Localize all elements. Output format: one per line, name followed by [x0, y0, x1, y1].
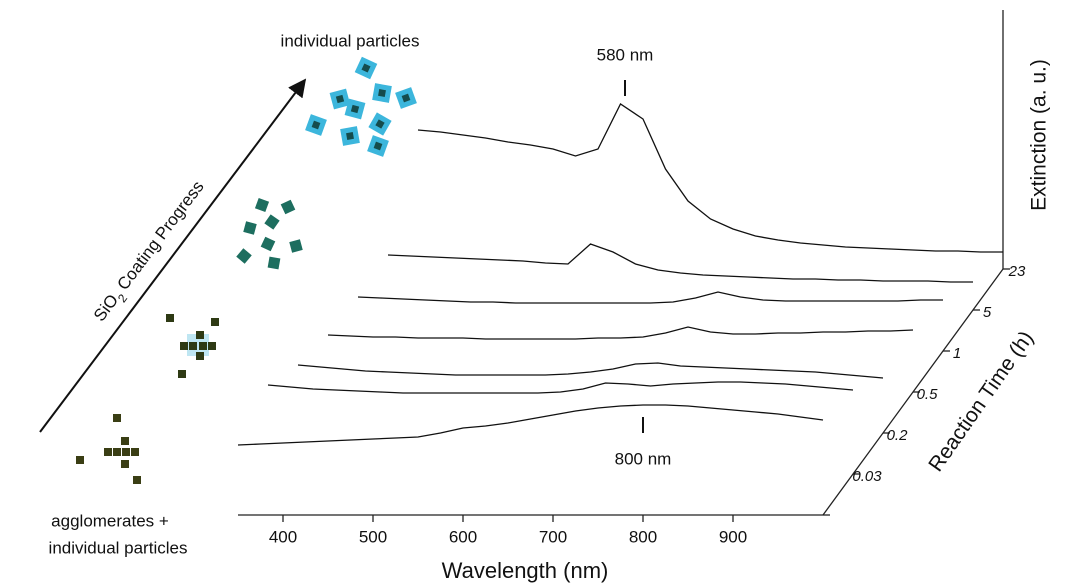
particle-shell — [113, 414, 121, 422]
z-tick-label: 5 — [983, 304, 992, 321]
particle-shell — [121, 437, 129, 445]
particle-shell — [280, 199, 296, 215]
particle-core — [375, 119, 385, 129]
z-tick-label: 0.03 — [852, 468, 882, 485]
particle-shell — [113, 448, 121, 456]
particle-shell — [122, 448, 130, 456]
x-tick-label: 400 — [269, 527, 297, 546]
x-tick-label: 600 — [449, 527, 477, 546]
y-axis-title: Extinction (a. u.) — [1028, 59, 1051, 211]
particle-shell — [104, 448, 112, 456]
arrow-label: SiO2Coating Progress — [90, 178, 211, 328]
peak-label: 800 nm — [615, 449, 672, 468]
bottom-note: individual particles — [49, 538, 188, 557]
particle-core — [401, 93, 411, 103]
particle-shell — [208, 342, 216, 350]
spectrum-line — [387, 243, 973, 283]
particle-core — [373, 141, 383, 151]
particle-shell — [178, 370, 186, 378]
particle-shell — [133, 476, 141, 484]
particle-shell — [267, 256, 281, 270]
particle-shell — [260, 236, 276, 252]
x-axis-title: Wavelength (nm) — [442, 558, 609, 583]
particle-shell — [243, 221, 257, 235]
particle-shell — [289, 239, 303, 253]
particle-shell — [121, 460, 129, 468]
particle-shell — [254, 197, 270, 213]
particle-shell — [76, 456, 84, 464]
particle-core — [361, 63, 371, 73]
spectrum-line — [417, 103, 1003, 253]
particle-icons — [76, 56, 417, 484]
particle-core — [335, 94, 345, 104]
particle-shell — [264, 214, 280, 230]
particle-shell — [187, 334, 209, 356]
z-tick-label: 0.2 — [887, 427, 909, 444]
peak-label: 580 nm — [597, 45, 654, 64]
z-tick-label: 0.5 — [917, 386, 939, 403]
arrow-label-rest: Coating Progress — [114, 178, 208, 294]
spectrum-line — [327, 326, 914, 340]
x-tick-label: 500 — [359, 527, 387, 546]
progress-arrow — [39, 78, 307, 433]
z-tick-label: 23 — [1008, 263, 1026, 280]
particle-shell — [166, 314, 174, 322]
top-note: individual particles — [281, 31, 420, 50]
particle-shell — [189, 342, 197, 350]
particle-core — [378, 89, 386, 97]
z-axis-title: Reaction Time (h) — [924, 327, 1038, 476]
particle-shell — [131, 448, 139, 456]
particle-core — [311, 120, 321, 130]
x-tick-label: 700 — [539, 527, 567, 546]
particle-core — [346, 132, 354, 140]
spectrum-line — [237, 404, 824, 446]
spectrum-line — [357, 291, 943, 304]
x-tick-label: 800 — [629, 527, 657, 546]
particle-core — [350, 104, 360, 114]
bottom-note: agglomerates + — [51, 511, 169, 530]
x-tick-label: 900 — [719, 527, 747, 546]
particle-shell — [199, 342, 207, 350]
particle-shell — [180, 342, 188, 350]
particle-shell — [196, 352, 204, 360]
z-tick-label: 1 — [953, 345, 961, 362]
particle-shell — [196, 331, 204, 339]
spectrum-line — [297, 362, 884, 379]
particle-shell — [236, 248, 252, 264]
spectrum-line — [267, 381, 854, 394]
particle-shell — [211, 318, 219, 326]
